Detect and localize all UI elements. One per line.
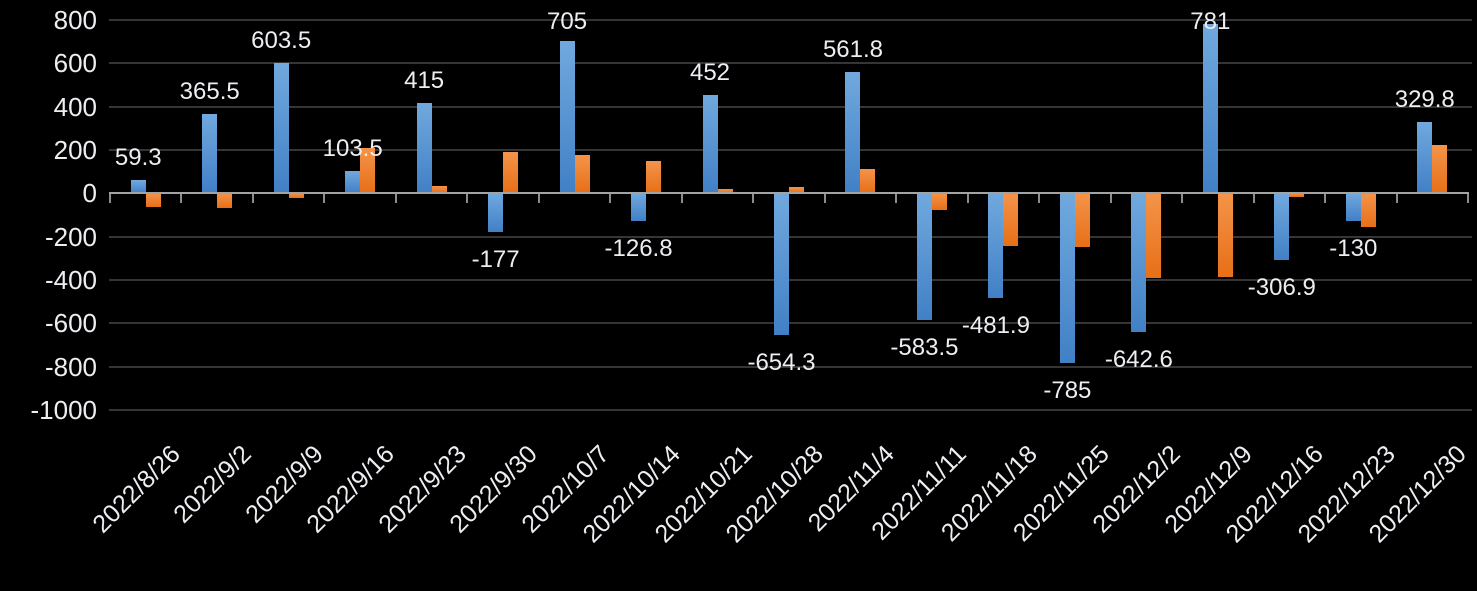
orange-bar[interactable] <box>789 186 804 194</box>
orange-bar[interactable] <box>145 193 161 208</box>
orange-bar[interactable] <box>360 147 376 194</box>
gridline <box>109 278 1472 281</box>
axis-tick <box>823 194 826 204</box>
axis-tick <box>752 194 755 204</box>
orange-bar[interactable] <box>1146 193 1162 278</box>
orange-bar[interactable] <box>1217 193 1233 277</box>
data-label: -130 <box>1329 235 1378 263</box>
gridline <box>109 322 1472 325</box>
orange-bar[interactable] <box>503 152 519 194</box>
orange-bar[interactable] <box>1003 193 1019 247</box>
data-label: 705 <box>547 8 588 35</box>
gridline <box>109 235 1472 238</box>
orange-bar[interactable] <box>1289 193 1305 197</box>
blue-bar[interactable] <box>1274 193 1290 260</box>
axis-tick <box>680 194 683 204</box>
data-label: 561.8 <box>822 35 883 63</box>
axis-tick <box>394 194 397 204</box>
orange-bar[interactable] <box>431 185 447 194</box>
orange-bar[interactable] <box>288 193 304 198</box>
orange-bar[interactable] <box>217 193 233 209</box>
blue-bar[interactable] <box>345 170 361 194</box>
orange-bar[interactable] <box>1074 193 1090 248</box>
axis-tick <box>1395 194 1398 204</box>
x-axis-line <box>109 192 1469 195</box>
gridline <box>109 408 1472 411</box>
gridline <box>109 19 1472 22</box>
axis-tick <box>1181 194 1184 204</box>
data-label: -481.9 <box>961 311 1030 339</box>
data-label: 329.8 <box>1394 85 1455 113</box>
data-label: 781 <box>1190 8 1231 35</box>
gridline <box>109 105 1472 108</box>
data-label: -177 <box>471 245 520 273</box>
blue-bar[interactable] <box>702 95 718 194</box>
axis-tick <box>609 194 612 204</box>
blue-bar[interactable] <box>845 71 861 194</box>
data-label: -785 <box>1043 377 1092 405</box>
axis-tick <box>1467 194 1469 204</box>
y-axis-tick-label: 200 <box>53 135 97 165</box>
blue-bar[interactable] <box>488 193 504 232</box>
axis-tick <box>1252 194 1255 204</box>
gridline <box>109 149 1472 151</box>
axis-tick <box>1109 194 1112 204</box>
blue-bar[interactable] <box>559 40 575 194</box>
y-axis-tick-label: -600 <box>44 308 97 339</box>
blue-bar[interactable] <box>1059 193 1075 364</box>
blue-bar[interactable] <box>916 193 932 320</box>
blue-bar[interactable] <box>631 193 647 221</box>
axis-tick <box>895 194 898 204</box>
data-label: -126.8 <box>604 234 673 262</box>
axis-tick <box>966 194 969 204</box>
axis-tick <box>109 194 111 204</box>
y-axis-tick-label: 0 <box>82 178 97 209</box>
data-label: 365.5 <box>179 78 240 106</box>
data-label: 59.3 <box>114 144 162 172</box>
orange-bar[interactable] <box>646 160 662 194</box>
data-label: 415 <box>404 67 445 95</box>
data-label: -306.9 <box>1247 273 1316 301</box>
orange-bar[interactable] <box>1360 193 1376 227</box>
orange-bar[interactable] <box>860 169 876 194</box>
y-axis-tick-label: 800 <box>53 5 97 36</box>
y-axis-tick-label: -1000 <box>30 394 98 425</box>
orange-bar[interactable] <box>1432 144 1448 194</box>
blue-bar[interactable] <box>1417 121 1433 194</box>
blue-bar[interactable] <box>1131 193 1147 333</box>
axis-tick <box>180 194 183 204</box>
y-axis-tick-label: -800 <box>44 351 97 382</box>
data-label: -583.5 <box>890 333 959 361</box>
y-axis-tick-label: 600 <box>53 48 97 79</box>
blue-bar[interactable] <box>202 114 218 194</box>
orange-bar[interactable] <box>717 188 733 194</box>
gridline <box>109 365 1472 368</box>
blue-bar[interactable] <box>1345 193 1361 222</box>
y-axis-tick-label: -200 <box>44 221 97 252</box>
blue-bar[interactable] <box>273 62 289 194</box>
data-label: -654.3 <box>747 348 816 376</box>
data-label: 103.5 <box>322 134 383 162</box>
axis-tick <box>537 194 540 204</box>
data-label: 603.5 <box>251 26 312 54</box>
axis-tick <box>466 194 469 204</box>
orange-bar[interactable] <box>574 155 590 194</box>
blue-bar[interactable] <box>1202 24 1218 194</box>
axis-tick <box>1038 194 1041 204</box>
blue-bar[interactable] <box>130 180 146 194</box>
blue-bar[interactable] <box>988 193 1004 298</box>
data-label: 452 <box>689 59 731 87</box>
axis-tick <box>1324 194 1327 204</box>
blue-bar[interactable] <box>774 193 789 335</box>
blue-bar[interactable] <box>416 103 432 194</box>
data-label: -642.6 <box>1104 346 1173 374</box>
orange-bar[interactable] <box>931 193 947 210</box>
y-axis-tick-label: -400 <box>44 264 97 295</box>
axis-tick <box>323 194 326 204</box>
y-axis-tick-label: 400 <box>53 91 97 122</box>
gridline <box>109 62 1472 65</box>
axis-tick <box>251 194 254 204</box>
